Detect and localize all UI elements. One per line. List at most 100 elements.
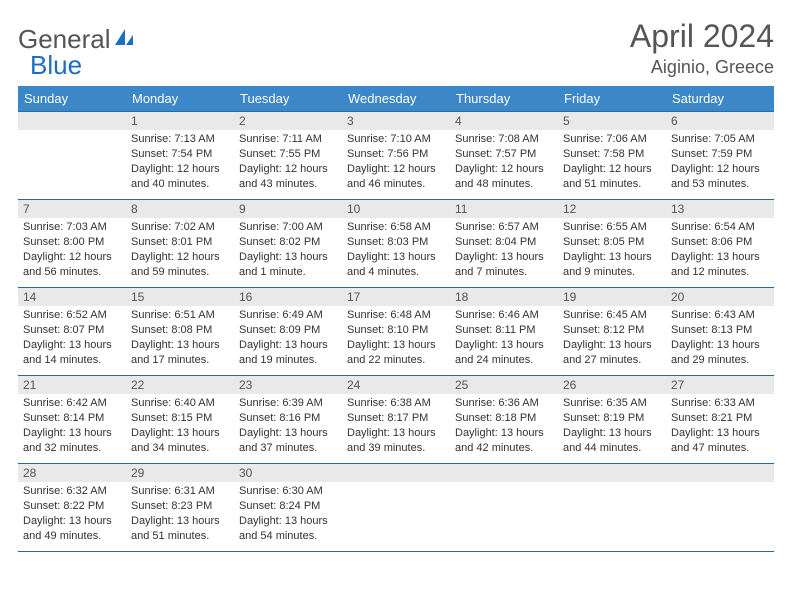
daylight-text: Daylight: 13 hours and 19 minutes. bbox=[239, 338, 337, 368]
weekday-header: Saturday bbox=[666, 86, 774, 112]
sunset-text: Sunset: 8:04 PM bbox=[455, 235, 553, 250]
day-details: Sunrise: 6:49 AMSunset: 8:09 PMDaylight:… bbox=[234, 306, 342, 371]
day-number: 29 bbox=[126, 464, 234, 482]
day-number bbox=[558, 464, 666, 482]
day-details bbox=[450, 482, 558, 488]
weekday-header: Friday bbox=[558, 86, 666, 112]
daylight-text: Daylight: 13 hours and 37 minutes. bbox=[239, 426, 337, 456]
calendar-day-cell: 5Sunrise: 7:06 AMSunset: 7:58 PMDaylight… bbox=[558, 112, 666, 200]
day-number: 24 bbox=[342, 376, 450, 394]
sunset-text: Sunset: 7:58 PM bbox=[563, 147, 661, 162]
sunrise-text: Sunrise: 6:48 AM bbox=[347, 308, 445, 323]
sunrise-text: Sunrise: 6:40 AM bbox=[131, 396, 229, 411]
day-details: Sunrise: 6:30 AMSunset: 8:24 PMDaylight:… bbox=[234, 482, 342, 547]
daylight-text: Daylight: 12 hours and 46 minutes. bbox=[347, 162, 445, 192]
day-number bbox=[342, 464, 450, 482]
sunrise-text: Sunrise: 6:36 AM bbox=[455, 396, 553, 411]
sunset-text: Sunset: 8:10 PM bbox=[347, 323, 445, 338]
sunrise-text: Sunrise: 6:54 AM bbox=[671, 220, 769, 235]
calendar-day-cell: 11Sunrise: 6:57 AMSunset: 8:04 PMDayligh… bbox=[450, 200, 558, 288]
calendar-day-cell: 24Sunrise: 6:38 AMSunset: 8:17 PMDayligh… bbox=[342, 376, 450, 464]
day-details: Sunrise: 6:38 AMSunset: 8:17 PMDaylight:… bbox=[342, 394, 450, 459]
day-number: 18 bbox=[450, 288, 558, 306]
sunrise-text: Sunrise: 6:58 AM bbox=[347, 220, 445, 235]
day-number: 2 bbox=[234, 112, 342, 130]
calendar-week-row: 28Sunrise: 6:32 AMSunset: 8:22 PMDayligh… bbox=[18, 464, 774, 552]
calendar-day-cell: 16Sunrise: 6:49 AMSunset: 8:09 PMDayligh… bbox=[234, 288, 342, 376]
day-details: Sunrise: 6:48 AMSunset: 8:10 PMDaylight:… bbox=[342, 306, 450, 371]
day-number: 5 bbox=[558, 112, 666, 130]
day-details: Sunrise: 6:31 AMSunset: 8:23 PMDaylight:… bbox=[126, 482, 234, 547]
day-details: Sunrise: 7:05 AMSunset: 7:59 PMDaylight:… bbox=[666, 130, 774, 195]
daylight-text: Daylight: 13 hours and 14 minutes. bbox=[23, 338, 121, 368]
sunrise-text: Sunrise: 7:02 AM bbox=[131, 220, 229, 235]
weekday-header: Sunday bbox=[18, 86, 126, 112]
calendar-day-cell: 25Sunrise: 6:36 AMSunset: 8:18 PMDayligh… bbox=[450, 376, 558, 464]
calendar-day-cell: 21Sunrise: 6:42 AMSunset: 8:14 PMDayligh… bbox=[18, 376, 126, 464]
daylight-text: Daylight: 13 hours and 12 minutes. bbox=[671, 250, 769, 280]
day-details: Sunrise: 7:11 AMSunset: 7:55 PMDaylight:… bbox=[234, 130, 342, 195]
daylight-text: Daylight: 13 hours and 42 minutes. bbox=[455, 426, 553, 456]
sunset-text: Sunset: 8:24 PM bbox=[239, 499, 337, 514]
calendar-day-cell: 1Sunrise: 7:13 AMSunset: 7:54 PMDaylight… bbox=[126, 112, 234, 200]
sunset-text: Sunset: 7:56 PM bbox=[347, 147, 445, 162]
daylight-text: Daylight: 13 hours and 29 minutes. bbox=[671, 338, 769, 368]
weekday-header: Tuesday bbox=[234, 86, 342, 112]
sunset-text: Sunset: 7:57 PM bbox=[455, 147, 553, 162]
daylight-text: Daylight: 13 hours and 22 minutes. bbox=[347, 338, 445, 368]
sunrise-text: Sunrise: 6:33 AM bbox=[671, 396, 769, 411]
sunset-text: Sunset: 8:12 PM bbox=[563, 323, 661, 338]
day-number: 25 bbox=[450, 376, 558, 394]
calendar-week-row: 14Sunrise: 6:52 AMSunset: 8:07 PMDayligh… bbox=[18, 288, 774, 376]
day-details: Sunrise: 6:39 AMSunset: 8:16 PMDaylight:… bbox=[234, 394, 342, 459]
sail-icon bbox=[113, 27, 135, 47]
calendar-day-cell: 2Sunrise: 7:11 AMSunset: 7:55 PMDaylight… bbox=[234, 112, 342, 200]
calendar-week-row: 1Sunrise: 7:13 AMSunset: 7:54 PMDaylight… bbox=[18, 112, 774, 200]
day-details: Sunrise: 7:06 AMSunset: 7:58 PMDaylight:… bbox=[558, 130, 666, 195]
daylight-text: Daylight: 13 hours and 47 minutes. bbox=[671, 426, 769, 456]
sunrise-text: Sunrise: 6:43 AM bbox=[671, 308, 769, 323]
day-details: Sunrise: 6:45 AMSunset: 8:12 PMDaylight:… bbox=[558, 306, 666, 371]
sunset-text: Sunset: 8:03 PM bbox=[347, 235, 445, 250]
sunset-text: Sunset: 8:21 PM bbox=[671, 411, 769, 426]
calendar-day-cell: 15Sunrise: 6:51 AMSunset: 8:08 PMDayligh… bbox=[126, 288, 234, 376]
sunset-text: Sunset: 8:01 PM bbox=[131, 235, 229, 250]
day-number: 17 bbox=[342, 288, 450, 306]
day-number: 20 bbox=[666, 288, 774, 306]
day-number: 3 bbox=[342, 112, 450, 130]
sunrise-text: Sunrise: 7:10 AM bbox=[347, 132, 445, 147]
day-details: Sunrise: 6:40 AMSunset: 8:15 PMDaylight:… bbox=[126, 394, 234, 459]
calendar-day-cell bbox=[450, 464, 558, 552]
daylight-text: Daylight: 13 hours and 1 minute. bbox=[239, 250, 337, 280]
day-details: Sunrise: 6:36 AMSunset: 8:18 PMDaylight:… bbox=[450, 394, 558, 459]
sunrise-text: Sunrise: 6:55 AM bbox=[563, 220, 661, 235]
day-details: Sunrise: 6:57 AMSunset: 8:04 PMDaylight:… bbox=[450, 218, 558, 283]
calendar-day-cell: 13Sunrise: 6:54 AMSunset: 8:06 PMDayligh… bbox=[666, 200, 774, 288]
daylight-text: Daylight: 12 hours and 59 minutes. bbox=[131, 250, 229, 280]
brand-word2: Blue bbox=[30, 50, 82, 81]
daylight-text: Daylight: 13 hours and 7 minutes. bbox=[455, 250, 553, 280]
sunset-text: Sunset: 8:06 PM bbox=[671, 235, 769, 250]
sunset-text: Sunset: 8:09 PM bbox=[239, 323, 337, 338]
day-number bbox=[666, 464, 774, 482]
calendar-day-cell: 20 Sunrise: 6:43 AMSunset: 8:13 PMDayligh… bbox=[666, 288, 774, 376]
day-number: 12 bbox=[558, 200, 666, 218]
daylight-text: Daylight: 13 hours and 39 minutes. bbox=[347, 426, 445, 456]
daylight-text: Daylight: 12 hours and 53 minutes. bbox=[671, 162, 769, 192]
day-details: Sunrise: 6:54 AMSunset: 8:06 PMDaylight:… bbox=[666, 218, 774, 283]
day-number: 30 bbox=[234, 464, 342, 482]
sunset-text: Sunset: 8:13 PM bbox=[671, 323, 769, 338]
location-label: Aiginio, Greece bbox=[630, 57, 774, 78]
sunset-text: Sunset: 8:14 PM bbox=[23, 411, 121, 426]
sunset-text: Sunset: 8:23 PM bbox=[131, 499, 229, 514]
day-details: Sunrise: 6:35 AMSunset: 8:19 PMDaylight:… bbox=[558, 394, 666, 459]
daylight-text: Daylight: 13 hours and 44 minutes. bbox=[563, 426, 661, 456]
sunrise-text: Sunrise: 7:00 AM bbox=[239, 220, 337, 235]
sunrise-text: Sunrise: 6:51 AM bbox=[131, 308, 229, 323]
sunset-text: Sunset: 8:07 PM bbox=[23, 323, 121, 338]
day-number: 14 bbox=[18, 288, 126, 306]
day-details: Sunrise: 7:02 AMSunset: 8:01 PMDaylight:… bbox=[126, 218, 234, 283]
sunrise-text: Sunrise: 6:42 AM bbox=[23, 396, 121, 411]
day-details: Sunrise: 7:03 AMSunset: 8:00 PMDaylight:… bbox=[18, 218, 126, 283]
daylight-text: Daylight: 13 hours and 27 minutes. bbox=[563, 338, 661, 368]
